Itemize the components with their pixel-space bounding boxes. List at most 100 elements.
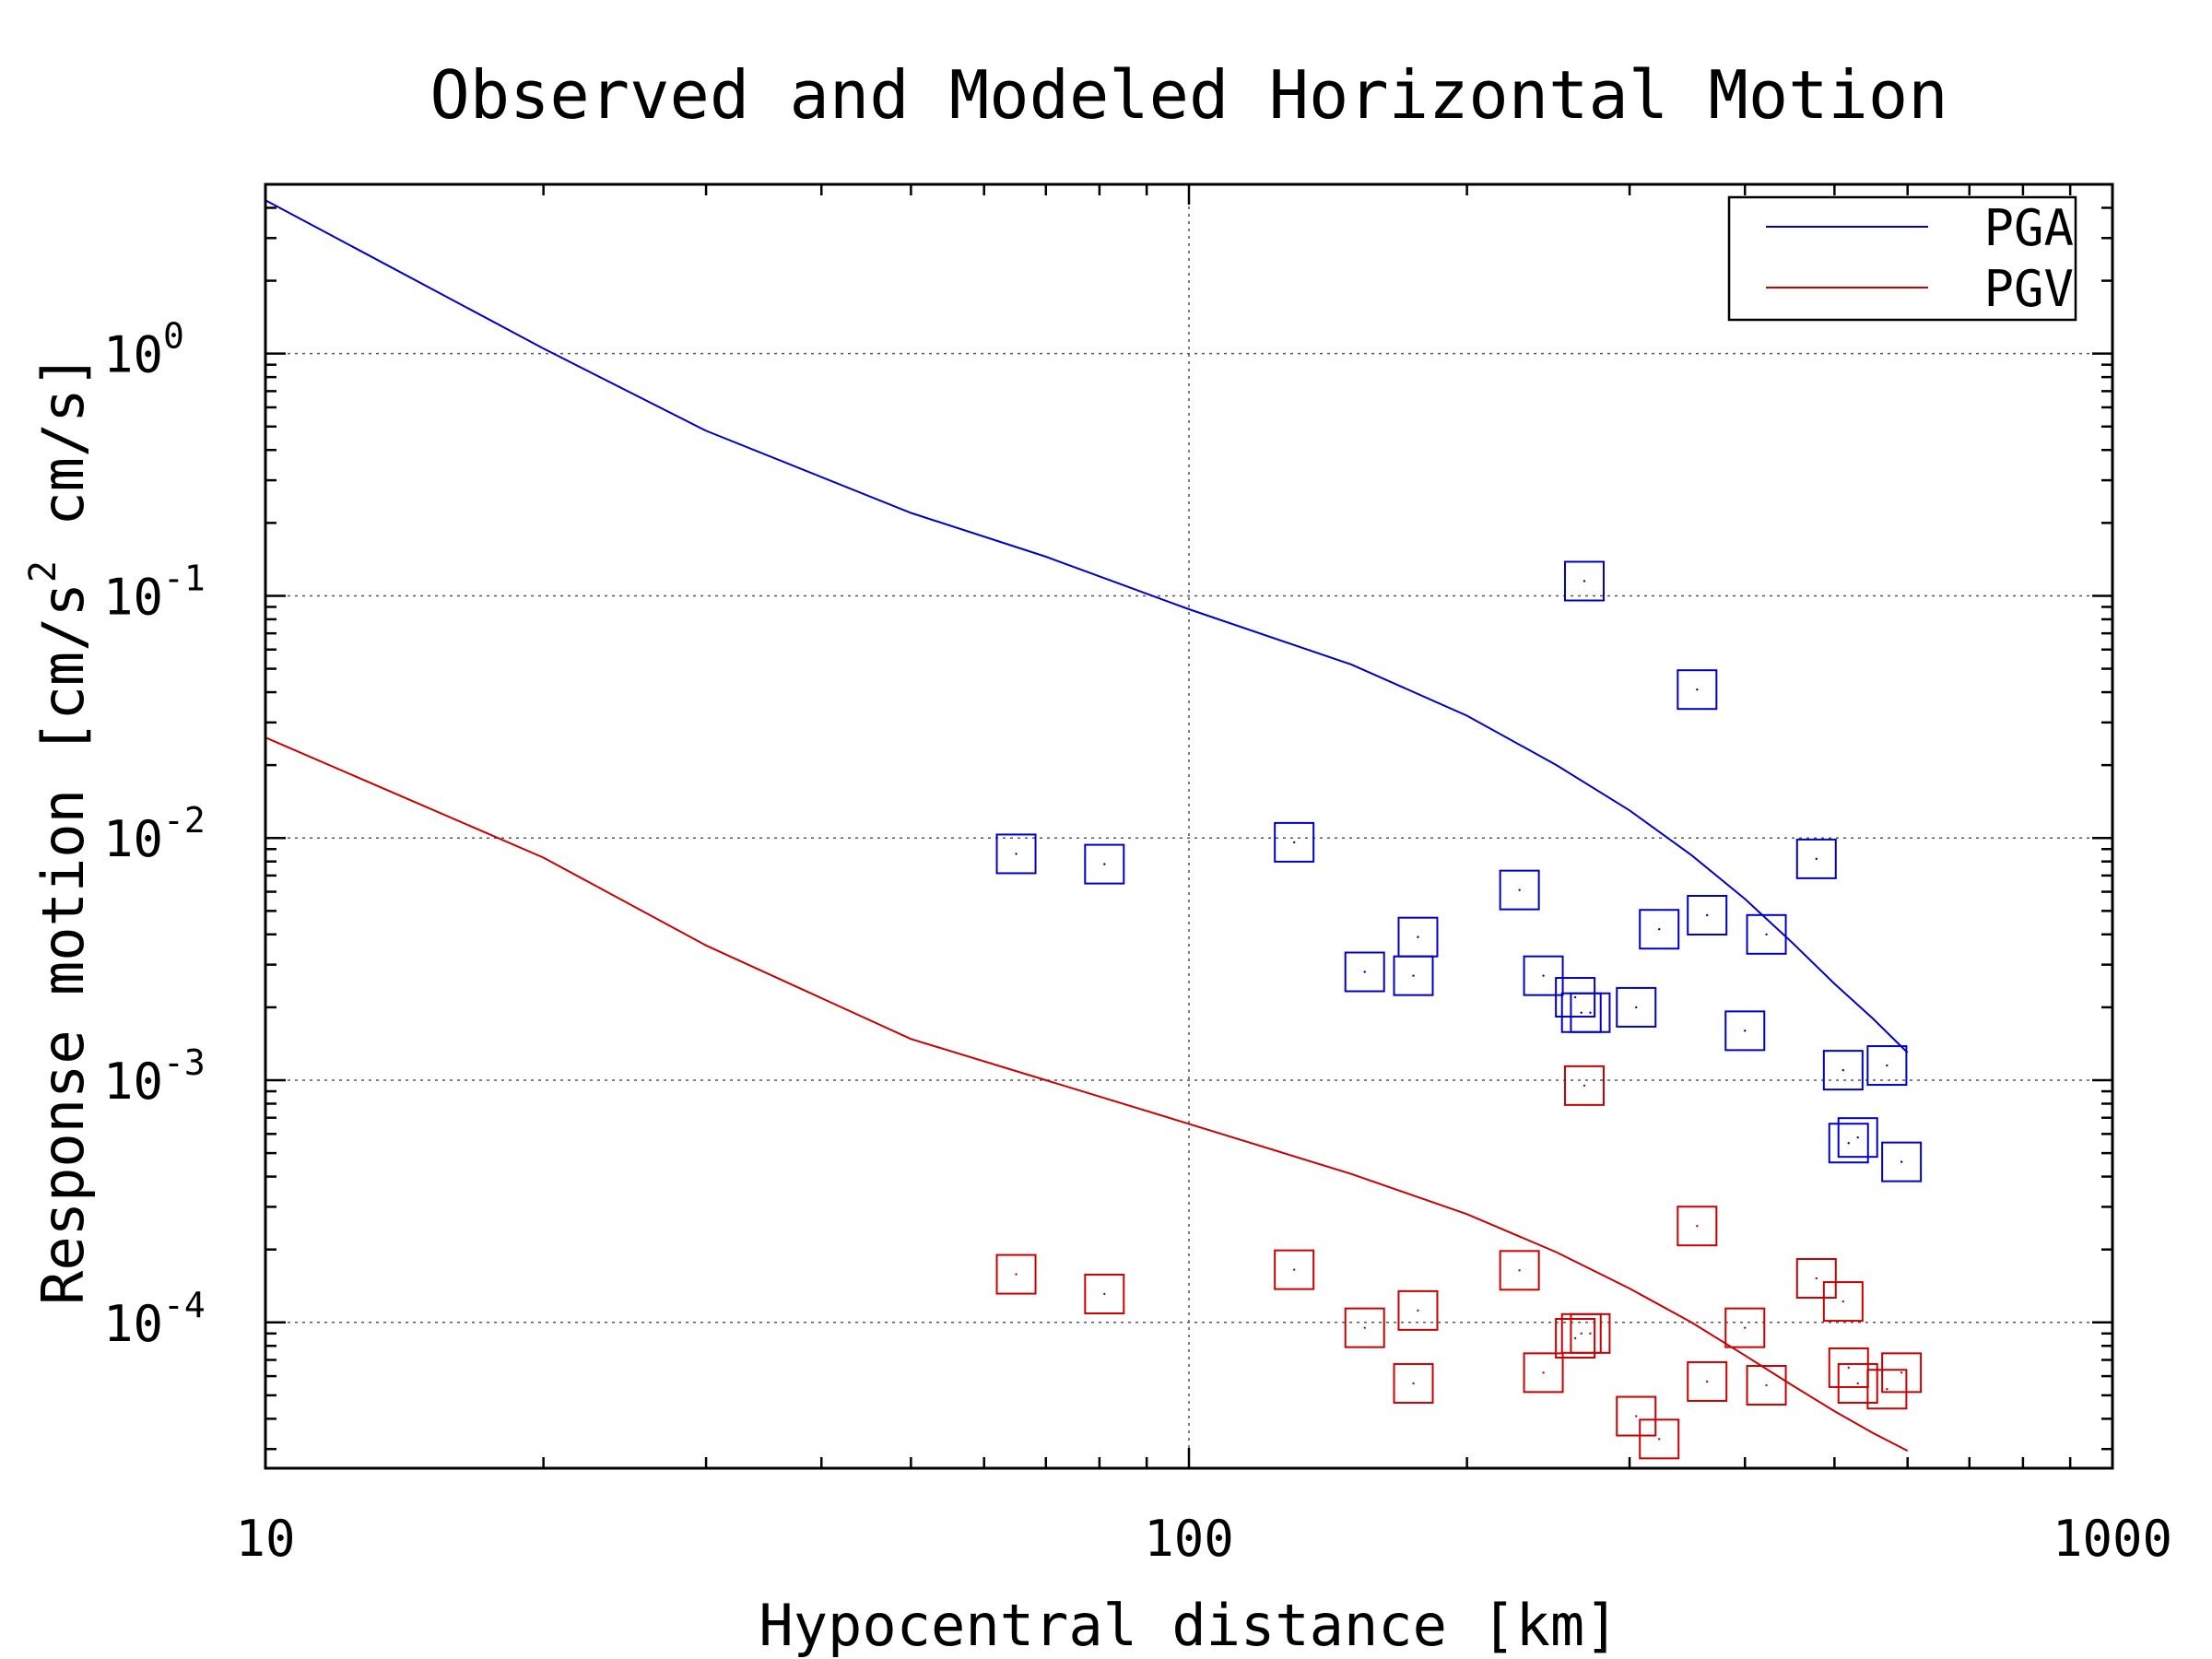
y-axis-label-end: cm/s] xyxy=(29,354,97,560)
pga-observed-point-dot xyxy=(1847,1142,1850,1145)
pga-observed-point xyxy=(1274,821,1315,863)
pgv-observed-point xyxy=(1523,1352,1564,1394)
y-tick-base: 10 xyxy=(103,326,163,384)
pga-observed-point-dot xyxy=(1103,863,1106,865)
pgv-observed-point-dot xyxy=(1635,1415,1638,1418)
pgv-observed-point xyxy=(1822,1281,1864,1323)
y-tick-label: 10-4 xyxy=(103,1285,206,1353)
pgv-observed-point-dot xyxy=(1412,1382,1415,1385)
series-lines xyxy=(265,199,1909,1452)
pga-observed-point xyxy=(1499,869,1540,911)
pga-observed-point-dot xyxy=(1815,857,1818,861)
axis-ticks xyxy=(264,182,2112,1468)
pga-observed-point xyxy=(1866,1045,1908,1087)
y-tick-base: 10 xyxy=(103,568,163,626)
pga-observed-point xyxy=(1837,1117,1878,1159)
pga-observed-point xyxy=(1084,843,1125,885)
pgv-observed-point xyxy=(1828,1347,1869,1388)
pgv-observed-point xyxy=(1570,1312,1611,1354)
y-tick-label: 10-1 xyxy=(103,558,206,626)
pga-observed-point xyxy=(1828,1123,1869,1164)
pga-observed-point-dot xyxy=(1363,971,1366,973)
pgv-observed-point xyxy=(1084,1273,1125,1314)
pgv-observed-point-dot xyxy=(1696,1225,1699,1228)
pga-observed-point-dot xyxy=(1696,688,1699,691)
pga-observed-point-dot xyxy=(1635,1006,1638,1009)
pgv-observed-point xyxy=(1687,1360,1728,1402)
pga-observed-point-dot xyxy=(1573,995,1577,999)
pga-observed-point xyxy=(1881,1141,1923,1182)
pga-observed-point-dot xyxy=(1580,1011,1583,1014)
pgv-observed-point-dot xyxy=(1706,1380,1709,1383)
pgv-observed-point xyxy=(1639,1418,1680,1460)
y-tick-base: 10 xyxy=(103,1295,163,1353)
y-tick-exponent: -3 xyxy=(163,1042,206,1083)
pga-observed-point-dot xyxy=(1412,974,1415,977)
pgv-observed-point-dot xyxy=(1886,1388,1888,1391)
pgv-observed-point-dot xyxy=(1103,1292,1106,1296)
pgv-observed-point-dot xyxy=(1417,1309,1419,1312)
pgv-observed-point xyxy=(1397,1289,1439,1331)
pga-observed-point xyxy=(1563,560,1605,602)
pga-observed-point-dot xyxy=(1744,1030,1747,1032)
pga-observed-point-dot xyxy=(1900,1160,1903,1163)
pgv-observed-point xyxy=(995,1253,1037,1295)
pga-observed-point xyxy=(1687,894,1728,935)
y-tick-exponent: -2 xyxy=(163,800,206,841)
pga-observed-point xyxy=(1555,977,1596,1018)
pga-observed-point xyxy=(1397,916,1439,958)
pga-observed-point xyxy=(1724,1010,1766,1052)
pgv-observed-point-dot xyxy=(1542,1371,1545,1374)
legend: PGA PGV xyxy=(1727,195,2077,322)
pgv-observed-point xyxy=(1393,1362,1434,1404)
pgv-observed-point xyxy=(1344,1307,1385,1348)
pga-observed-point-dot xyxy=(1589,1011,1592,1014)
pga-observed-point-dot xyxy=(1015,853,1018,855)
pgv-observed-point-dot xyxy=(1765,1383,1768,1387)
series-line-pga xyxy=(265,199,1909,1053)
pga-observed-point xyxy=(1523,955,1564,996)
pga-observed-point-dot xyxy=(1841,1068,1845,1072)
pga-observed-point xyxy=(1570,992,1611,1033)
pgv-observed-point xyxy=(1555,1318,1596,1359)
pgv-observed-point xyxy=(1795,1258,1837,1300)
y-axis-label-sup: 2 xyxy=(22,560,65,582)
y-axis-label-main: Response motion [cm/s xyxy=(29,582,97,1305)
pgv-observed-point-dot xyxy=(1856,1382,1859,1385)
pgv-observed-point xyxy=(1563,1065,1605,1106)
x-tick-labels: 10 100 1000 xyxy=(235,1510,2172,1568)
pga-observed-point-dot xyxy=(1518,888,1521,891)
pgv-observed-point xyxy=(1724,1307,1766,1348)
pga-observed-point-dot xyxy=(1886,1064,1888,1067)
pgv-observed-point-dot xyxy=(1583,1084,1586,1088)
legend-pgv-label: PGV xyxy=(1983,260,2074,318)
pgv-observed-point-dot xyxy=(1292,1268,1296,1271)
pga-observed-point-dot xyxy=(1583,580,1586,582)
x-tick-label: 10 xyxy=(235,1510,295,1568)
pgv-observed-point-dot xyxy=(1580,1332,1583,1335)
series-line-pgv xyxy=(265,736,1909,1452)
pgv-observed-point-dot xyxy=(1573,1336,1577,1340)
pga-observed-point-dot xyxy=(1417,935,1419,938)
pgv-observed-point xyxy=(1616,1395,1657,1437)
pga-observed-point-dot xyxy=(1706,913,1709,917)
pga-observed-point xyxy=(1677,669,1718,711)
pgv-observed-point-dot xyxy=(1900,1371,1903,1374)
pgv-observed-point xyxy=(1499,1250,1540,1291)
pgv-observed-point-dot xyxy=(1363,1326,1366,1329)
pgv-observed-point xyxy=(1866,1369,1908,1410)
pgv-observed-point-dot xyxy=(1847,1366,1850,1370)
pgv-observed-point xyxy=(1274,1249,1315,1290)
pgv-observed-point xyxy=(1746,1365,1787,1406)
y-tick-exponent: -1 xyxy=(163,558,206,598)
legend-pga-label: PGA xyxy=(1983,199,2074,257)
chart-title: Observed and Modeled Horizontal Motion xyxy=(429,56,1947,134)
pga-observed-point xyxy=(1822,1050,1864,1091)
pga-observed-point xyxy=(1795,838,1837,879)
y-tick-label: 10-3 xyxy=(103,1042,206,1111)
y-tick-exponent: 0 xyxy=(163,316,184,357)
pgv-observed-point-dot xyxy=(1015,1273,1018,1276)
pgv-observed-point-dot xyxy=(1658,1438,1661,1441)
x-axis-label: Hypocentral distance [km] xyxy=(759,1592,1618,1659)
